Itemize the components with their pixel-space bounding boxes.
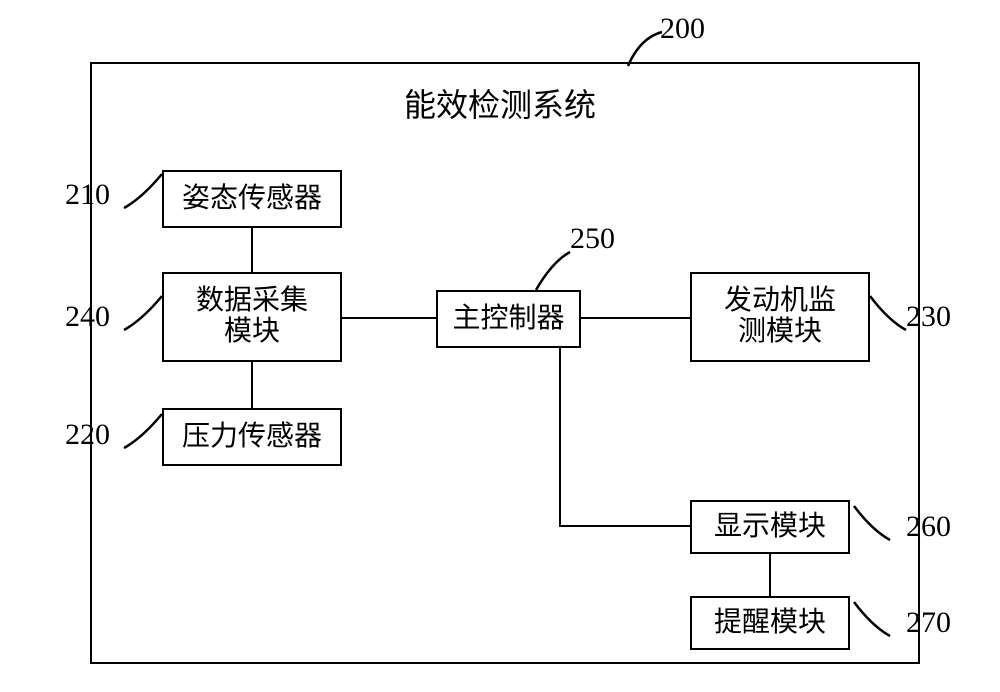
edge — [251, 362, 253, 408]
edge — [769, 554, 771, 596]
box-display-module: 显示模块 — [690, 500, 850, 554]
edge — [559, 348, 561, 526]
system-title: 能效检测系统 — [400, 80, 600, 126]
box-label: 发动机监 测模块 — [724, 286, 836, 348]
box-main-controller: 主控制器 — [436, 290, 581, 348]
outer-box — [90, 62, 920, 664]
ref-num-210: 210 — [65, 178, 110, 212]
ref-num-250: 250 — [570, 222, 615, 256]
edge — [559, 525, 690, 527]
box-attitude-sensor: 姿态传感器 — [162, 170, 342, 228]
edge — [581, 317, 690, 319]
ref-num-230: 230 — [906, 300, 951, 334]
box-alert-module: 提醒模块 — [690, 596, 850, 650]
ref-num-220: 220 — [65, 418, 110, 452]
box-label: 姿态传感器 — [182, 184, 322, 215]
box-label: 主控制器 — [452, 304, 564, 335]
ref-num-270: 270 — [906, 606, 951, 640]
box-engine-monitor: 发动机监 测模块 — [690, 272, 870, 362]
ref-num-260: 260 — [906, 510, 951, 544]
box-pressure-sensor: 压力传感器 — [162, 408, 342, 466]
ref-num-200: 200 — [660, 12, 705, 46]
box-label: 显示模块 — [714, 512, 826, 543]
box-label: 数据采集 模块 — [196, 286, 308, 348]
diagram-canvas: 能效检测系统 姿态传感器 数据采集 模块 压力传感器 主控制器 发动机监 测模块… — [0, 0, 1000, 692]
edge — [342, 317, 436, 319]
edge — [251, 228, 253, 272]
box-data-acquisition: 数据采集 模块 — [162, 272, 342, 362]
box-label: 提醒模块 — [714, 608, 826, 639]
box-label: 压力传感器 — [182, 422, 322, 453]
ref-num-240: 240 — [65, 300, 110, 334]
